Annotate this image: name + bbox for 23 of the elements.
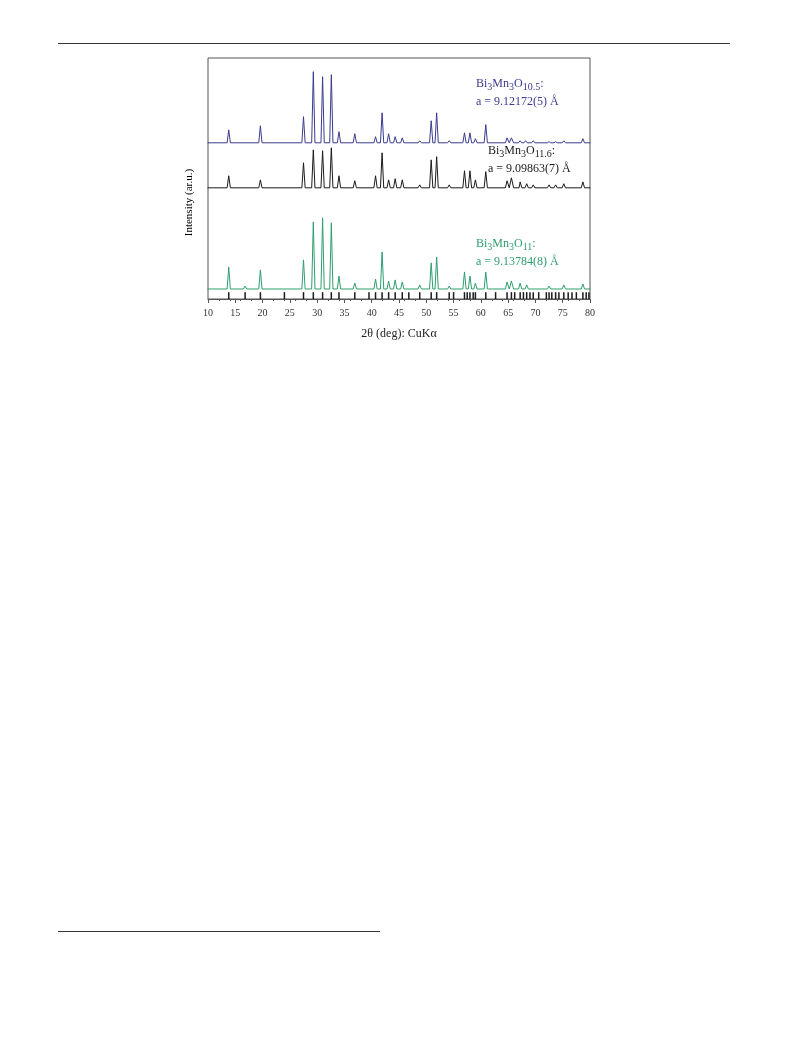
annotation: a = 9.12172(5) Å — [476, 94, 559, 110]
x-tick-label: 75 — [557, 306, 568, 318]
x-tick-label: 45 — [394, 306, 404, 318]
x-tick-label: 60 — [475, 306, 486, 318]
x-tick-label: 40 — [366, 306, 377, 318]
x-tick-label: 20 — [257, 306, 268, 318]
x-axis-title: 2θ (deg): CuKα — [361, 326, 438, 340]
annotation: a = 9.13784(8) Å — [476, 254, 559, 270]
x-tick-label: 30 — [312, 306, 323, 318]
x-tick-label: 35 — [339, 306, 350, 318]
x-tick-label: 15 — [230, 306, 241, 318]
x-tick-label: 70 — [530, 306, 541, 318]
x-tick-label: 55 — [448, 306, 459, 318]
x-tick-label: 10 — [203, 306, 213, 318]
text: Bi$_{3}$Mn$_{3}$O$_{10.5}$: — [476, 76, 545, 95]
x-tick-label: 50 — [421, 306, 432, 318]
series-label: Bi$_{3}$Mn$_{3}$O$_{11}$: — [476, 236, 537, 255]
y-axis-title: Intensity (ar.u.) — [181, 168, 195, 237]
annotation: a = 9.09863(7) Å — [488, 161, 571, 177]
x-tick-label: 80 — [585, 306, 595, 318]
x-tick-label: 65 — [503, 306, 514, 318]
x-tick-label: 25 — [284, 306, 295, 318]
series-label: Bi$_{3}$Mn$_{3}$O$_{11.6}$: — [488, 143, 557, 162]
